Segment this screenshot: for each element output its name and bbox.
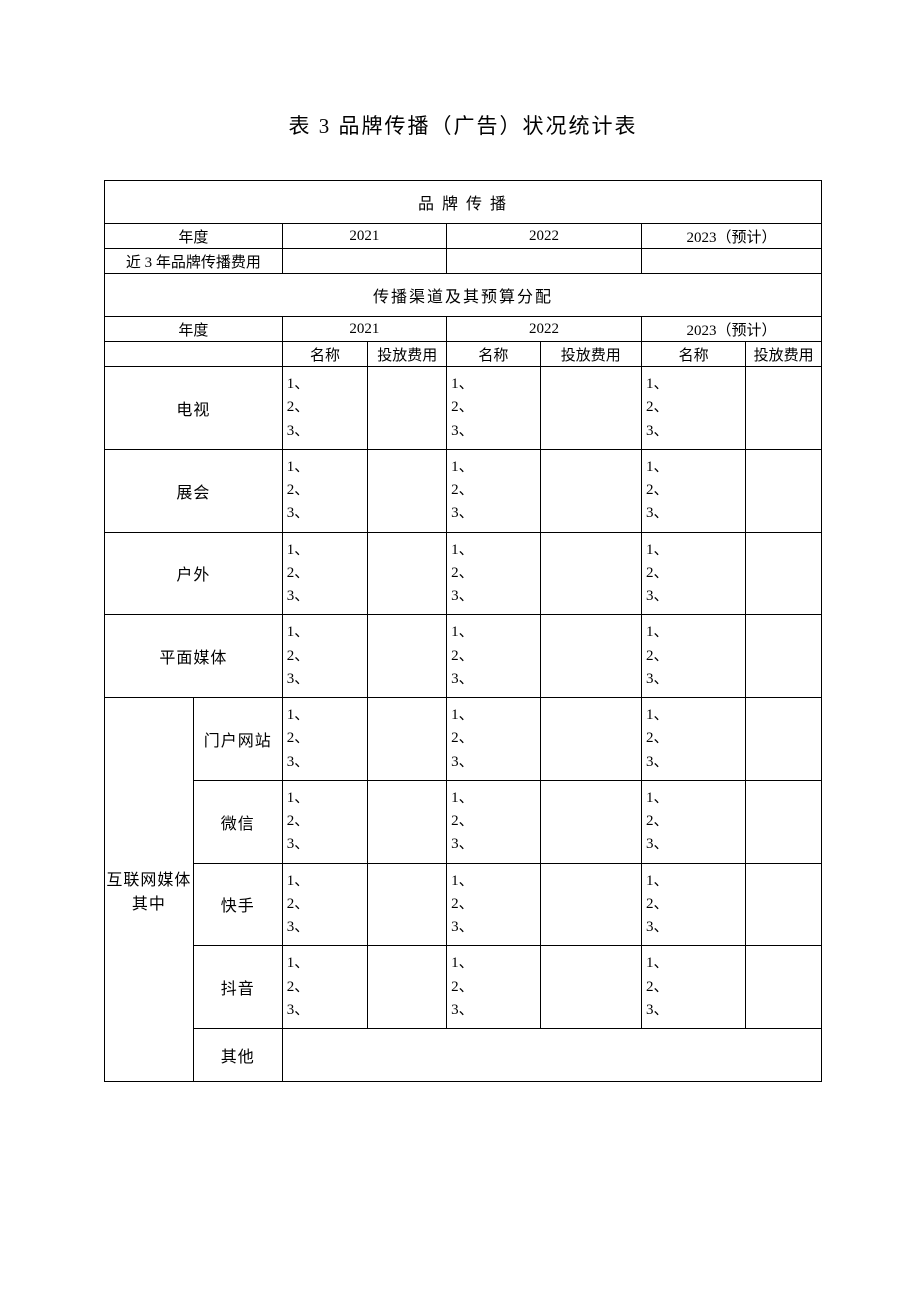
wechat-2022-name: 1、2、3、 — [447, 780, 541, 863]
subheader-blank — [105, 342, 283, 367]
print-2022-cost — [540, 615, 641, 698]
channel-expo: 展会 — [105, 449, 283, 532]
channel-other: 其他 — [193, 1029, 282, 1082]
tv-2022-name: 1、2、3、 — [447, 367, 541, 450]
year-2021-2: 2021 — [282, 317, 446, 342]
other-merged — [282, 1029, 821, 1082]
row-tv: 电视 1、2、3、 1、2、3、 1、2、3、 — [105, 367, 822, 450]
year-row-1: 年度 2021 2022 2023（预计） — [105, 224, 822, 249]
channel-internet-group: 互联网媒体 其中 — [105, 698, 194, 1082]
kuaishou-2022-name: 1、2、3、 — [447, 863, 541, 946]
sub-cost-2: 投放费用 — [540, 342, 641, 367]
tv-2023-name: 1、2、3、 — [641, 367, 745, 450]
print-2021-cost — [368, 615, 447, 698]
expo-2023-cost — [746, 449, 822, 532]
print-2023-name: 1、2、3、 — [641, 615, 745, 698]
wechat-2022-cost — [540, 780, 641, 863]
channel-kuaishou: 快手 — [193, 863, 282, 946]
wechat-2023-cost — [746, 780, 822, 863]
kuaishou-2022-cost — [540, 863, 641, 946]
channel-portal: 门户网站 — [193, 698, 282, 781]
year-2022-1: 2022 — [447, 224, 642, 249]
row-outdoor: 户外 1、2、3、 1、2、3、 1、2、3、 — [105, 532, 822, 615]
sub-cost-3: 投放费用 — [746, 342, 822, 367]
expo-2022-name: 1、2、3、 — [447, 449, 541, 532]
channel-douyin: 抖音 — [193, 946, 282, 1029]
kuaishou-2023-name: 1、2、3、 — [641, 863, 745, 946]
channel-tv: 电视 — [105, 367, 283, 450]
douyin-2021-name: 1、2、3、 — [282, 946, 368, 1029]
tv-2022-cost — [540, 367, 641, 450]
wechat-2023-name: 1、2、3、 — [641, 780, 745, 863]
recent-cost-2022 — [447, 249, 642, 274]
wechat-2021-name: 1、2、3、 — [282, 780, 368, 863]
recent-cost-2021 — [282, 249, 446, 274]
outdoor-2022-name: 1、2、3、 — [447, 532, 541, 615]
channel-outdoor: 户外 — [105, 532, 283, 615]
year-2021-1: 2021 — [282, 224, 446, 249]
document-page: 表 3 品牌传播（广告）状况统计表 品 牌 传 播 年度 2021 2022 2… — [0, 0, 920, 1082]
tv-2023-cost — [746, 367, 822, 450]
sub-name-2: 名称 — [447, 342, 541, 367]
row-expo: 展会 1、2、3、 1、2、3、 1、2、3、 — [105, 449, 822, 532]
section-header-brand: 品 牌 传 播 — [105, 181, 822, 224]
row-print: 平面媒体 1、2、3、 1、2、3、 1、2、3、 — [105, 615, 822, 698]
section-row-brand: 品 牌 传 播 — [105, 181, 822, 224]
expo-2021-name: 1、2、3、 — [282, 449, 368, 532]
douyin-2022-cost — [540, 946, 641, 1029]
channel-wechat: 微信 — [193, 780, 282, 863]
year-label-1: 年度 — [105, 224, 283, 249]
print-2021-name: 1、2、3、 — [282, 615, 368, 698]
year-2023-2: 2023（预计） — [641, 317, 821, 342]
wechat-2021-cost — [368, 780, 447, 863]
kuaishou-2023-cost — [746, 863, 822, 946]
year-row-2: 年度 2021 2022 2023（预计） — [105, 317, 822, 342]
section-header-channels: 传播渠道及其预算分配 — [105, 274, 822, 317]
outdoor-2023-name: 1、2、3、 — [641, 532, 745, 615]
channel-print: 平面媒体 — [105, 615, 283, 698]
year-2023-1: 2023（预计） — [641, 224, 821, 249]
print-2023-cost — [746, 615, 822, 698]
row-portal: 互联网媒体 其中 门户网站 1、2、3、 1、2、3、 1、2、3、 — [105, 698, 822, 781]
year-2022-2: 2022 — [447, 317, 642, 342]
year-label-2: 年度 — [105, 317, 283, 342]
douyin-2021-cost — [368, 946, 447, 1029]
row-wechat: 微信 1、2、3、 1、2、3、 1、2、3、 — [105, 780, 822, 863]
recent-cost-label: 近 3 年品牌传播费用 — [105, 249, 283, 274]
recent-cost-row: 近 3 年品牌传播费用 — [105, 249, 822, 274]
portal-2023-cost — [746, 698, 822, 781]
outdoor-2021-name: 1、2、3、 — [282, 532, 368, 615]
portal-2022-name: 1、2、3、 — [447, 698, 541, 781]
tv-2021-cost — [368, 367, 447, 450]
sub-cost-1: 投放费用 — [368, 342, 447, 367]
douyin-2023-cost — [746, 946, 822, 1029]
portal-2022-cost — [540, 698, 641, 781]
print-2022-name: 1、2、3、 — [447, 615, 541, 698]
douyin-2023-name: 1、2、3、 — [641, 946, 745, 1029]
outdoor-2023-cost — [746, 532, 822, 615]
portal-2021-name: 1、2、3、 — [282, 698, 368, 781]
sub-name-1: 名称 — [282, 342, 368, 367]
expo-2022-cost — [540, 449, 641, 532]
expo-2021-cost — [368, 449, 447, 532]
brand-communication-table: 品 牌 传 播 年度 2021 2022 2023（预计） 近 3 年品牌传播费… — [104, 180, 822, 1082]
outdoor-2022-cost — [540, 532, 641, 615]
expo-2023-name: 1、2、3、 — [641, 449, 745, 532]
section-row-channels: 传播渠道及其预算分配 — [105, 274, 822, 317]
row-other: 其他 — [105, 1029, 822, 1082]
douyin-2022-name: 1、2、3、 — [447, 946, 541, 1029]
subheader-row: 名称 投放费用 名称 投放费用 名称 投放费用 — [105, 342, 822, 367]
kuaishou-2021-name: 1、2、3、 — [282, 863, 368, 946]
page-title: 表 3 品牌传播（广告）状况统计表 — [104, 110, 822, 140]
row-kuaishou: 快手 1、2、3、 1、2、3、 1、2、3、 — [105, 863, 822, 946]
tv-2021-name: 1、2、3、 — [282, 367, 368, 450]
sub-name-3: 名称 — [641, 342, 745, 367]
portal-2021-cost — [368, 698, 447, 781]
recent-cost-2023 — [641, 249, 821, 274]
row-douyin: 抖音 1、2、3、 1、2、3、 1、2、3、 — [105, 946, 822, 1029]
outdoor-2021-cost — [368, 532, 447, 615]
kuaishou-2021-cost — [368, 863, 447, 946]
portal-2023-name: 1、2、3、 — [641, 698, 745, 781]
